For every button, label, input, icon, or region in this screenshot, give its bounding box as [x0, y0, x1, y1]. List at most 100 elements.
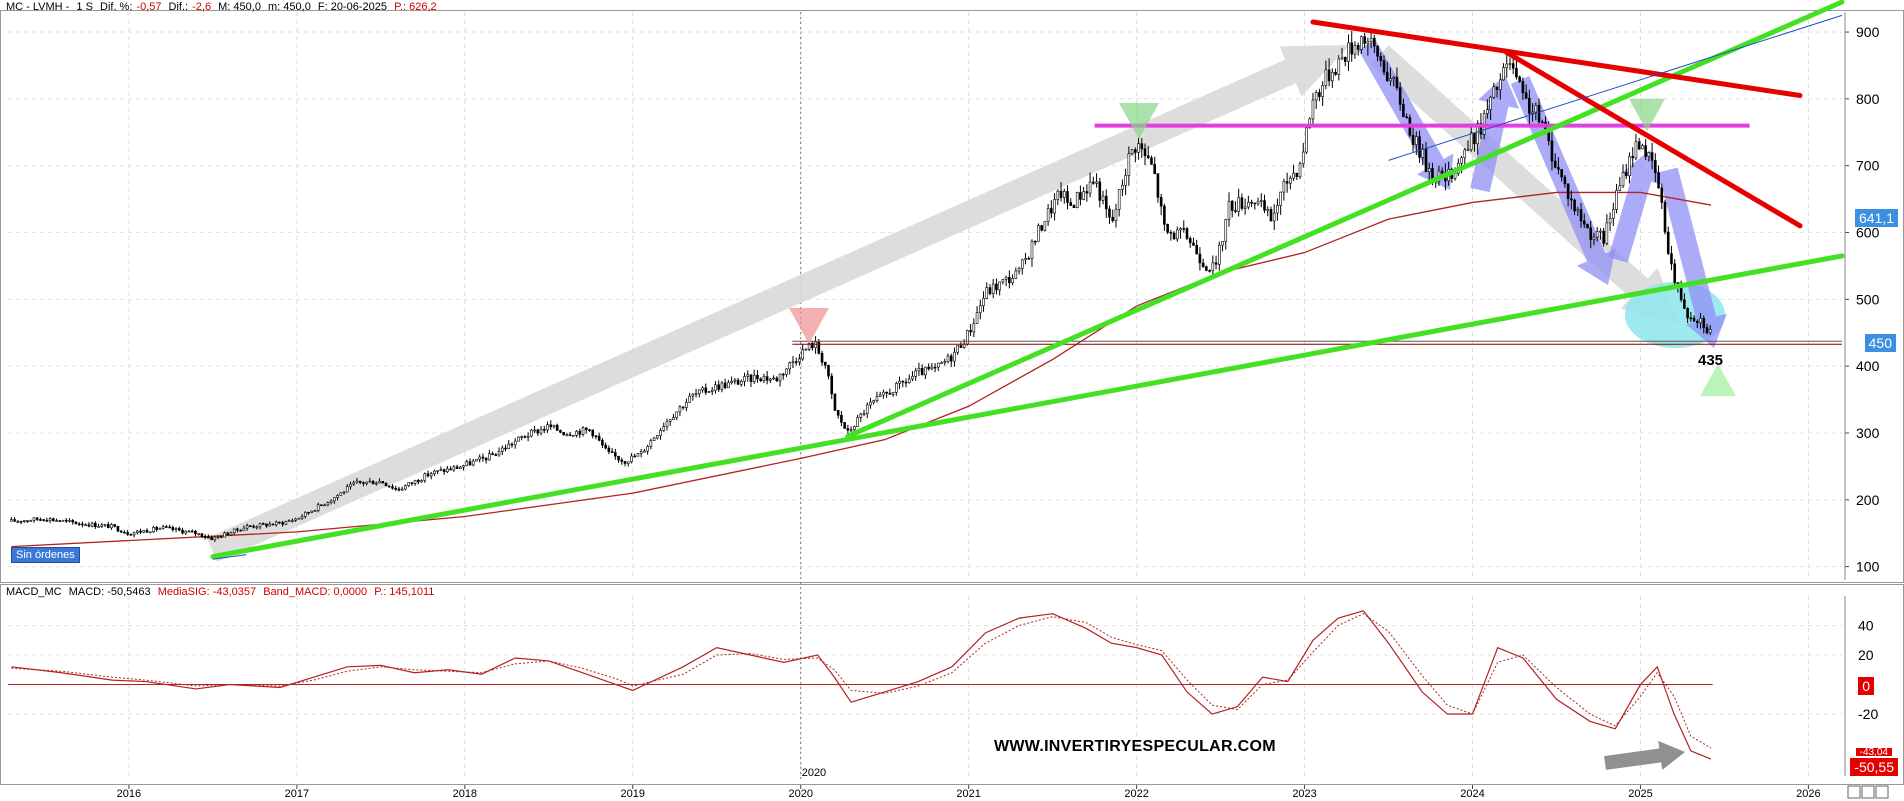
candle-body: [1531, 111, 1534, 114]
candle-body: [420, 480, 423, 483]
candle-body: [1686, 308, 1689, 319]
candle-body: [116, 526, 120, 532]
p-label: P.: 626,2: [394, 1, 437, 13]
candle-body: [1308, 118, 1312, 129]
candle-body: [35, 517, 39, 520]
year-tick-label: 2024: [1460, 788, 1484, 800]
candle-body: [16, 520, 20, 523]
candle-body: [1673, 263, 1676, 283]
candle-body: [639, 451, 643, 454]
candle-body: [937, 362, 940, 368]
candle-body: [749, 374, 753, 382]
candle-body: [1683, 299, 1686, 309]
year-tick-label: 2019: [621, 788, 645, 800]
candle-body: [517, 436, 520, 442]
candle-body: [371, 480, 375, 485]
candle-body: [1582, 220, 1586, 225]
candle-body: [1373, 37, 1376, 47]
candle-body: [106, 524, 110, 529]
candle-body: [895, 383, 898, 393]
candle-body: [1004, 276, 1008, 280]
candle-body: [1376, 45, 1379, 57]
macd-header: MACD_MC MACD: -50,5463 MediaSIG: -43,035…: [6, 586, 438, 598]
price-tick-label: 300: [1856, 425, 1880, 441]
candle-body: [1670, 253, 1673, 265]
candle-body: [930, 366, 934, 370]
candle-body: [1621, 172, 1625, 187]
candle-body: [300, 516, 304, 519]
candle-body: [704, 387, 708, 393]
candle-body: [1066, 191, 1069, 203]
candle-body: [1421, 148, 1425, 158]
candle-body: [1392, 76, 1396, 79]
candle-body: [1479, 122, 1483, 135]
candle-body: [1198, 253, 1202, 264]
candle-body: [190, 530, 194, 533]
price-tick-label: 700: [1856, 158, 1880, 174]
candle-body: [1104, 195, 1108, 210]
candle-body: [940, 362, 943, 364]
candle-body: [336, 495, 339, 498]
candle-body: [1599, 230, 1602, 233]
candle-body: [1324, 69, 1328, 86]
candle-body: [1250, 201, 1253, 204]
candle-body: [1169, 231, 1173, 234]
candle-body: [1027, 258, 1031, 260]
candle-body: [1637, 141, 1641, 150]
candle-body: [1156, 173, 1160, 198]
candle-body: [226, 532, 230, 536]
candle-body: [145, 530, 149, 533]
save-icon: [1861, 785, 1875, 799]
candle-body: [1182, 228, 1186, 230]
candle-body: [1615, 190, 1618, 210]
candle-body: [917, 368, 921, 372]
candle-body: [165, 526, 168, 528]
candle-body: [626, 461, 630, 464]
candle-body: [58, 520, 62, 522]
candle-body: [381, 481, 385, 484]
candle-body: [1505, 63, 1509, 68]
candle-body: [168, 526, 171, 529]
candle-body: [1515, 67, 1518, 78]
candle-body: [633, 455, 637, 458]
year-tick-label: 2025: [1628, 788, 1652, 800]
candle-body: [565, 434, 569, 437]
candle-body: [423, 473, 427, 481]
candle-body: [901, 380, 905, 383]
candle-body: [1001, 279, 1005, 283]
candle-body: [1453, 173, 1457, 179]
candle-body: [1602, 230, 1605, 244]
marker-label: 2020: [802, 767, 826, 779]
candle-body: [352, 482, 356, 485]
candle-body: [1234, 210, 1237, 212]
candle-body: [1098, 181, 1102, 201]
year-tick-label: 2020: [788, 788, 812, 800]
candle-body: [391, 486, 394, 489]
candle-body: [1411, 134, 1415, 145]
candle-body: [1398, 87, 1402, 105]
candle-body: [1524, 92, 1528, 99]
candle-body: [949, 355, 953, 362]
candle-body: [681, 406, 685, 409]
candle-body: [77, 523, 81, 526]
candle-body: [1473, 132, 1476, 145]
candle-body: [1024, 258, 1027, 261]
candle-body: [1227, 200, 1231, 220]
year-tick-label: 2026: [1796, 788, 1820, 800]
candle-body: [81, 523, 84, 526]
candle-body: [636, 453, 640, 457]
candle-body: [1460, 157, 1463, 164]
candle-body: [601, 439, 604, 446]
candle-body: [614, 452, 617, 457]
candle-body: [410, 482, 414, 484]
candle-body: [1702, 318, 1706, 328]
candle-body: [436, 470, 439, 472]
grey-up-arrow: [206, 45, 1350, 562]
candle-body: [1208, 270, 1211, 272]
candle-body: [429, 473, 433, 477]
candle-body: [261, 523, 265, 525]
candle-body: [817, 341, 821, 354]
candle-body: [578, 430, 582, 435]
candle-body: [413, 480, 417, 484]
candle-body: [242, 527, 246, 531]
